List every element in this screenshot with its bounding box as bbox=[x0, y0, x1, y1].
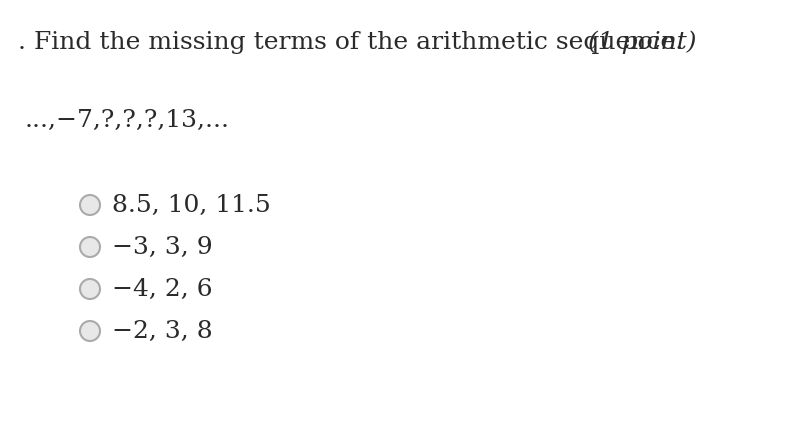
Text: −3, 3, 9: −3, 3, 9 bbox=[112, 235, 213, 258]
Ellipse shape bbox=[80, 279, 100, 299]
Text: ...,−7,?,?,?,13,...: ...,−7,?,?,?,13,... bbox=[25, 109, 230, 131]
Ellipse shape bbox=[80, 195, 100, 215]
Text: −2, 3, 8: −2, 3, 8 bbox=[112, 320, 213, 343]
Text: . Find the missing terms of the arithmetic sequence.: . Find the missing terms of the arithmet… bbox=[18, 30, 683, 53]
Text: −4, 2, 6: −4, 2, 6 bbox=[112, 277, 213, 301]
Ellipse shape bbox=[80, 321, 100, 341]
Text: (1 point): (1 point) bbox=[580, 30, 697, 54]
Ellipse shape bbox=[80, 237, 100, 257]
Text: 8.5, 10, 11.5: 8.5, 10, 11.5 bbox=[112, 194, 270, 216]
